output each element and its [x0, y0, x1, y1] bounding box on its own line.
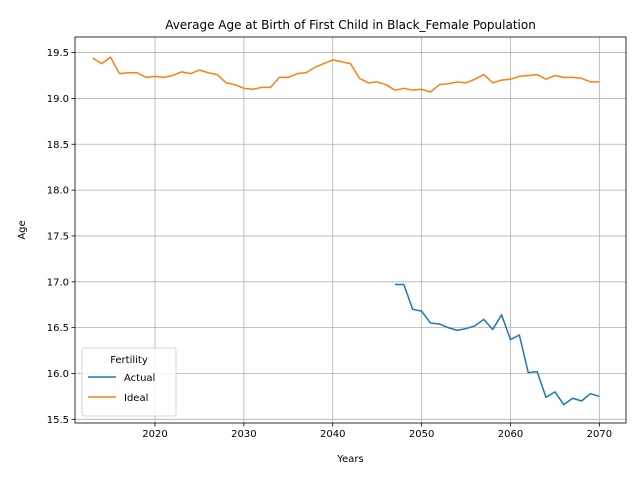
y-tick-label: 19.0	[47, 94, 69, 105]
y-axis: 15.5 16.0 16.5 17.0 17.5 18.0 18.5 19.0 19.5	[47, 48, 75, 426]
legend-box	[81, 347, 177, 417]
x-tick-label: 2040	[320, 429, 345, 440]
x-tick-label: 2020	[142, 429, 167, 440]
series-line-actual	[394, 283, 600, 406]
x-tick-label: 2030	[231, 429, 256, 440]
legend-label-actual: Actual	[124, 373, 155, 384]
legend-title: Fertility	[110, 355, 148, 366]
series-line-ideal	[92, 56, 600, 93]
y-tick-label: 17.5	[47, 231, 69, 242]
y-tick-label: 18.0	[47, 186, 69, 197]
y-axis-label: Age	[17, 220, 28, 239]
x-tick-label: 2050	[409, 429, 434, 440]
y-tick-label: 19.5	[47, 48, 69, 59]
y-tick-label: 16.0	[47, 369, 69, 380]
y-tick-label: 18.5	[47, 140, 69, 151]
legend: Fertility Actual Ideal	[81, 347, 177, 417]
x-axis-label: Years	[336, 454, 363, 465]
y-tick-label: 17.0	[47, 277, 69, 288]
plot-frame	[74, 36, 627, 424]
y-tick-label: 15.5	[47, 415, 69, 426]
series-layer	[92, 56, 600, 406]
y-tick-label: 16.5	[47, 323, 69, 334]
chart-title: Average Age at Birth of First Child in B…	[165, 18, 536, 32]
legend-label-ideal: Ideal	[124, 393, 148, 404]
x-tick-label: 2060	[498, 429, 523, 440]
x-axis: 2020 2030 2040 2050 2060 2070	[142, 423, 612, 440]
x-tick-label: 2070	[587, 429, 612, 440]
legend-entries: Actual Ideal	[88, 373, 155, 404]
